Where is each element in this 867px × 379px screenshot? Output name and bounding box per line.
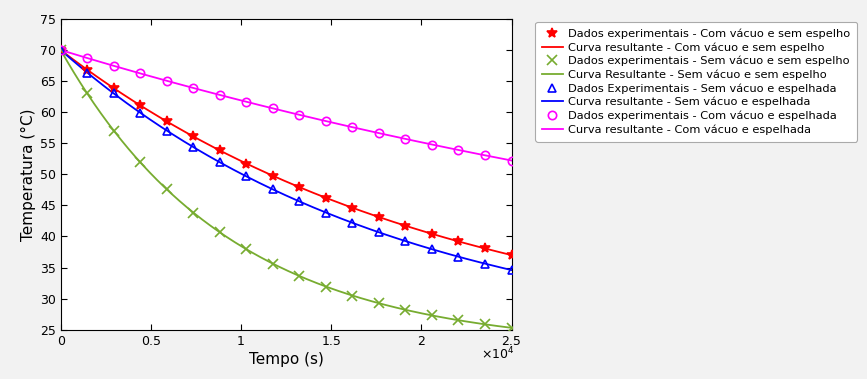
Legend: Dados experimentais - Com vácuo e sem espelho, Curva resultante - Com vácuo e se: Dados experimentais - Com vácuo e sem es… [535, 22, 857, 141]
Y-axis label: Temperatura (°C): Temperatura (°C) [21, 108, 36, 241]
X-axis label: Tempo (s): Tempo (s) [249, 352, 323, 367]
Text: $\times10^4$: $\times10^4$ [480, 345, 514, 362]
